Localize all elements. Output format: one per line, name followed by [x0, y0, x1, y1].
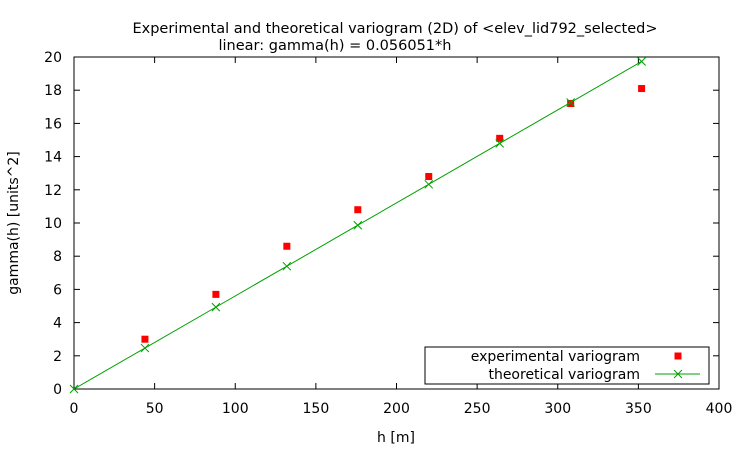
- y-tick-label: 4: [53, 316, 62, 332]
- x-tick-label: 150: [303, 401, 330, 417]
- y-tick-label: 10: [44, 216, 62, 232]
- y-tick-label: 18: [44, 83, 62, 99]
- y-axis-label: gamma(h) [units^2]: [6, 151, 22, 295]
- data-point: [638, 85, 646, 93]
- legend-marker: [674, 352, 682, 360]
- data-point: [212, 290, 220, 298]
- x-axis-label: h [m]: [377, 430, 415, 446]
- x-tick-label: 350: [625, 401, 652, 417]
- series-experimental-variogram: [141, 85, 646, 343]
- y-tick-label: 20: [44, 50, 62, 66]
- legend: experimental variogram theoretical variog…: [424, 346, 710, 385]
- x-tick-label: 200: [383, 401, 410, 417]
- data-point: [211, 302, 221, 312]
- y-tick-label: 0: [53, 382, 62, 398]
- y-tick-label: 12: [44, 183, 62, 199]
- data-point: [354, 206, 362, 214]
- data-point: [567, 99, 575, 107]
- data-point: [282, 261, 292, 271]
- y-tick-label: 8: [53, 249, 62, 265]
- legend-label: theoretical variogram: [488, 367, 640, 383]
- data-point: [141, 335, 149, 343]
- data-point: [283, 242, 291, 250]
- y-tick-label: 2: [53, 349, 62, 365]
- legend-box: [424, 346, 710, 385]
- data-point: [425, 173, 433, 181]
- data-point: [140, 343, 150, 353]
- x-tick-label: 50: [146, 401, 164, 417]
- data-point: [496, 134, 504, 142]
- series-theoretical-variogram: [69, 57, 646, 394]
- x-tick-label: 250: [464, 401, 491, 417]
- plot-series: [69, 57, 646, 394]
- data-point: [424, 179, 434, 189]
- x-tick-label: 100: [222, 401, 249, 417]
- y-tick-label: 16: [44, 116, 62, 132]
- data-point: [566, 98, 576, 107]
- chart-title: Experimental and theoretical variogram (…: [132, 21, 657, 37]
- data-point: [495, 139, 505, 148]
- x-tick-label: 0: [70, 401, 79, 417]
- y-tick-label: 6: [53, 282, 62, 298]
- axes: 0 50 100 150 200 250 300 350 400 0 2 4 6 8 10 12 14 16 18 2…: [44, 50, 732, 417]
- x-tick-label: 400: [706, 401, 733, 417]
- data-point: [637, 57, 646, 66]
- data-point: [69, 384, 79, 394]
- data-point: [353, 220, 363, 230]
- legend-label: experimental variogram: [471, 349, 640, 365]
- x-tick-label: 300: [544, 401, 571, 417]
- legend-marker: [673, 369, 683, 379]
- plot-frame: [73, 56, 720, 390]
- chart-subtitle: linear: gamma(h) = 0.056051*h: [219, 38, 452, 54]
- y-tick-label: 14: [44, 150, 62, 166]
